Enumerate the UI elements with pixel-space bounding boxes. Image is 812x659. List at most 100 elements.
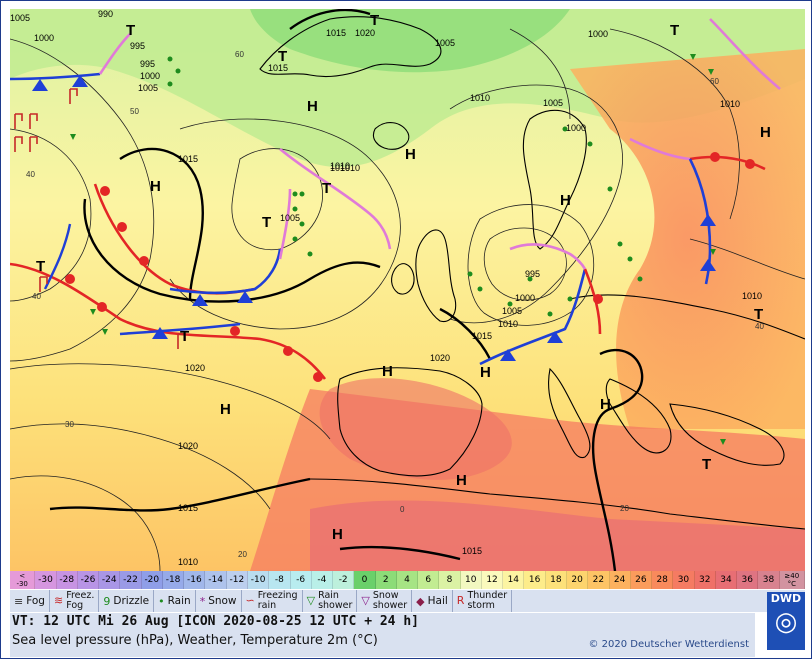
cold-front (479, 268, 587, 366)
thunderstorm-symbols (14, 88, 186, 349)
temperature-legend-cell: -24 (99, 571, 121, 589)
temperature-legend-cell: -10 (247, 571, 270, 589)
temperature-legend-cell: -28 (56, 571, 78, 589)
chart-description: Sea level pressure (hPa), Weather, Tempe… (12, 633, 378, 648)
copyright: © 2020 Deutscher Wetterdienst (588, 639, 749, 650)
temperature-legend-cell: -2 (333, 571, 355, 589)
weather-key-fog: ≡ Fog (10, 590, 50, 612)
temperature-legend-cell: 34 (715, 571, 738, 589)
dwd-spiral-icon: ◎ (774, 607, 798, 637)
low-pressure-label: T (322, 180, 331, 197)
cold-front (688, 158, 712, 285)
temperature-legend-cell: -6 (290, 571, 312, 589)
graticule-label: 40 (26, 170, 35, 179)
temperature-legend: < -30 -30 -28 -26 -24 -22 -20 -18 -16 -14 -12 -10 -8-… (10, 571, 805, 589)
high-pressure-label: H (456, 472, 467, 489)
cold-greenland-area (250, 9, 570, 73)
cold-front-marker (192, 294, 208, 306)
weather-key-symbol-icon: • (158, 594, 165, 608)
isobar-label: 1000 (34, 33, 54, 43)
temperature-legend-cell: 8 (439, 571, 461, 589)
warm-front-marker (139, 256, 149, 266)
dwd-logo: DWD ◎ (767, 592, 805, 650)
temperature-legend-cell: 30 (673, 571, 695, 589)
isobar-label: 1020 (355, 28, 375, 38)
weather-key-label: Rain (167, 595, 191, 607)
cold-front (169, 248, 282, 295)
isobar-label: 1015 (462, 546, 482, 556)
temperature-legend-cell: -18 (162, 571, 185, 589)
cold-front-marker (72, 75, 88, 87)
warm-front-marker (230, 326, 240, 336)
weather-key-rain: ▽ Rain shower (303, 590, 358, 612)
isobar-labels: 1005 1000 995 990 995 1000 1005 1015 1020 1015 100… (10, 9, 762, 567)
warm-front-marker (100, 186, 110, 196)
occluded-front (98, 33, 131, 75)
high-pressure-label: H (382, 363, 393, 380)
low-pressure-labels: T T T T T T T T T T (36, 12, 763, 473)
low-pressure-label: T (126, 22, 135, 39)
isobar-label: 1015 (178, 503, 198, 513)
weather-key-label: Freezing rain (257, 590, 298, 611)
occluded-front (509, 243, 587, 270)
temperature-legend-cell: 22 (588, 571, 610, 589)
dwd-logo-text: DWD (770, 592, 802, 605)
occluded-front (279, 148, 392, 250)
cold-front-marker (237, 291, 253, 303)
low-pressure-label: T (702, 456, 711, 473)
isobar-label: 1005 (502, 306, 522, 316)
warm-front-marker (593, 294, 603, 304)
temperature-legend-cell: -26 (77, 571, 100, 589)
weather-map: 1005 1000 995 990 995 1000 1005 1015 1020 1015 100… (10, 9, 805, 571)
isobar-label: 995 (140, 59, 155, 69)
isobar-label: 1005 (543, 98, 563, 108)
weather-key-symbol-icon: 9 (103, 594, 111, 608)
isobar-label: 1020 (430, 353, 450, 363)
isobar-label: 1010 (340, 163, 360, 173)
weather-key-snow: * Snow (196, 590, 242, 612)
isobar-label: 1015 (178, 154, 198, 164)
cold-front-marker (500, 349, 516, 361)
graticule-label: 60 (235, 50, 244, 59)
weather-key-symbol-icon: ◆ (416, 594, 425, 608)
isobar-label: 1000 (515, 293, 535, 303)
map-canvas: 1005 1000 995 990 995 1000 1005 1015 1020 1015 100… (10, 9, 805, 571)
temperature-legend-cell: -22 (120, 571, 142, 589)
isobar-label: 990 (98, 9, 113, 19)
isobar-label: 1010 (742, 291, 762, 301)
weather-key-symbol-icon: * (199, 594, 206, 608)
temperature-legend-cell: -8 (269, 571, 291, 589)
isobar-label: 1005 (10, 13, 30, 23)
graticule-label: 40 (32, 292, 41, 301)
temperature-legend-cell: 36 (737, 571, 759, 589)
temperature-legend-cell: 2 (375, 571, 397, 589)
weather-key-drizzle: 9 Drizzle (99, 590, 155, 612)
isobar-label: 1015 (472, 331, 492, 341)
weather-key-hail: ◆ Hail (412, 590, 453, 612)
temperature-legend-cell: -30 (35, 571, 57, 589)
weather-key-symbol-icon: ▽ (361, 594, 370, 607)
warm-front-marker (745, 159, 755, 169)
cold-front-marker (32, 79, 48, 91)
cold-front (10, 72, 101, 81)
temperature-legend-cell: 28 (652, 571, 674, 589)
warm-front-marker (283, 346, 293, 356)
high-pressure-label: H (307, 98, 318, 115)
isobar-label: 995 (525, 269, 540, 279)
temperature-legend-cell: 6 (418, 571, 440, 589)
graticule-labels: 40 50 60 40 30 20 0 20 40 60 (26, 50, 764, 559)
chart-info-panel: VT: 12 UTC Mi 26 Aug [ICON 2020-08-25 12… (10, 613, 755, 657)
cold-front-marker (152, 327, 168, 339)
temperature-legend-cell: 14 (503, 571, 525, 589)
iberia-heat-area (319, 378, 512, 480)
isobar-label: 1010 (178, 557, 198, 567)
weather-key-symbol-icon: ▽ (306, 594, 316, 607)
isobar-label: 1010 (498, 319, 518, 329)
high-pressure-label: H (220, 401, 231, 418)
temperature-legend-cell: 24 (609, 571, 631, 589)
weather-key-label: Fog (26, 595, 45, 607)
high-pressure-label: H (480, 364, 491, 381)
isobar-label: 1000 (588, 29, 608, 39)
weather-key-label: Drizzle (113, 595, 150, 607)
